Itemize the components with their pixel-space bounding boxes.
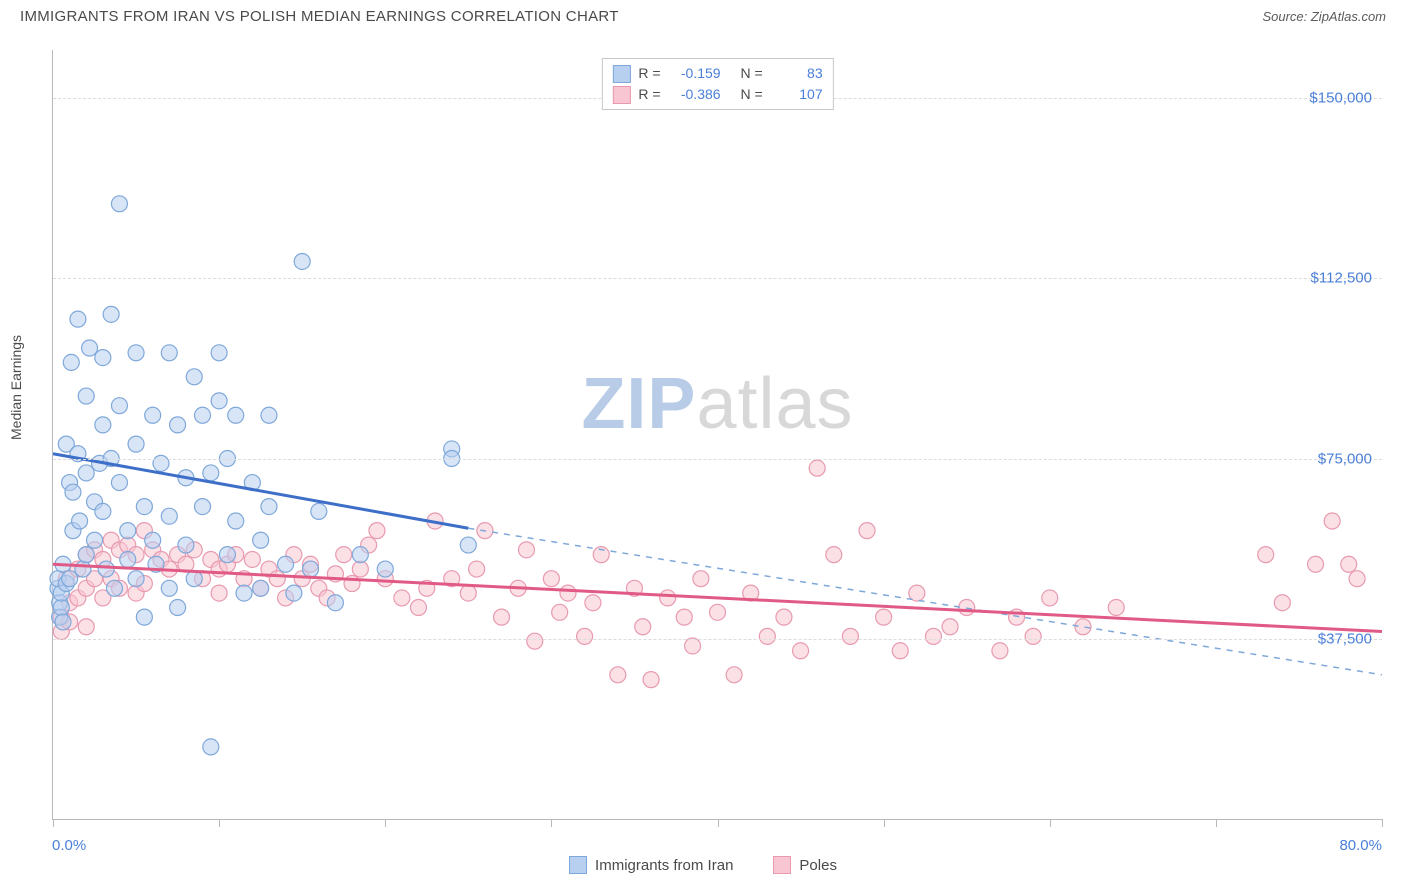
legend-label-iran: Immigrants from Iran (595, 857, 733, 874)
legend-label-poles: Poles (799, 857, 837, 874)
swatch-iran (612, 65, 630, 83)
source-attribution: Source: ZipAtlas.com (1262, 9, 1386, 24)
n-label: N = (740, 84, 762, 105)
y-axis-label: Median Earnings (8, 335, 24, 440)
r-label: R = (638, 84, 660, 105)
y-tick-label: $150,000 (1309, 90, 1372, 107)
n-value-poles: 107 (771, 84, 823, 105)
swatch-poles-bottom (773, 856, 791, 874)
chart-title: IMMIGRANTS FROM IRAN VS POLISH MEDIAN EA… (20, 8, 619, 25)
r-value-iran: -0.159 (669, 63, 721, 84)
legend-row-iran: R = -0.159 N = 83 (612, 63, 822, 84)
swatch-poles (612, 86, 630, 104)
y-tick-label: $112,500 (1311, 270, 1372, 287)
x-axis-labels: 0.0% 80.0% (52, 837, 1382, 854)
r-label: R = (638, 63, 660, 84)
x-axis-end: 80.0% (1339, 837, 1382, 854)
y-tick-label: $37,500 (1318, 630, 1372, 647)
correlation-legend: R = -0.159 N = 83 R = -0.386 N = 107 (601, 58, 833, 110)
series-legend: Immigrants from Iran Poles (0, 856, 1406, 874)
legend-item-iran: Immigrants from Iran (569, 856, 733, 874)
r-value-poles: -0.386 (669, 84, 721, 105)
n-value-iran: 83 (771, 63, 823, 84)
legend-item-poles: Poles (773, 856, 837, 874)
swatch-iran-bottom (569, 856, 587, 874)
scatter-svg (53, 50, 1382, 819)
x-axis-start: 0.0% (52, 837, 86, 854)
n-label: N = (740, 63, 762, 84)
legend-row-poles: R = -0.386 N = 107 (612, 84, 822, 105)
y-tick-label: $75,000 (1318, 450, 1372, 467)
chart-plot-area: ZIPatlas R = -0.159 N = 83 R = -0.386 N … (52, 50, 1382, 820)
